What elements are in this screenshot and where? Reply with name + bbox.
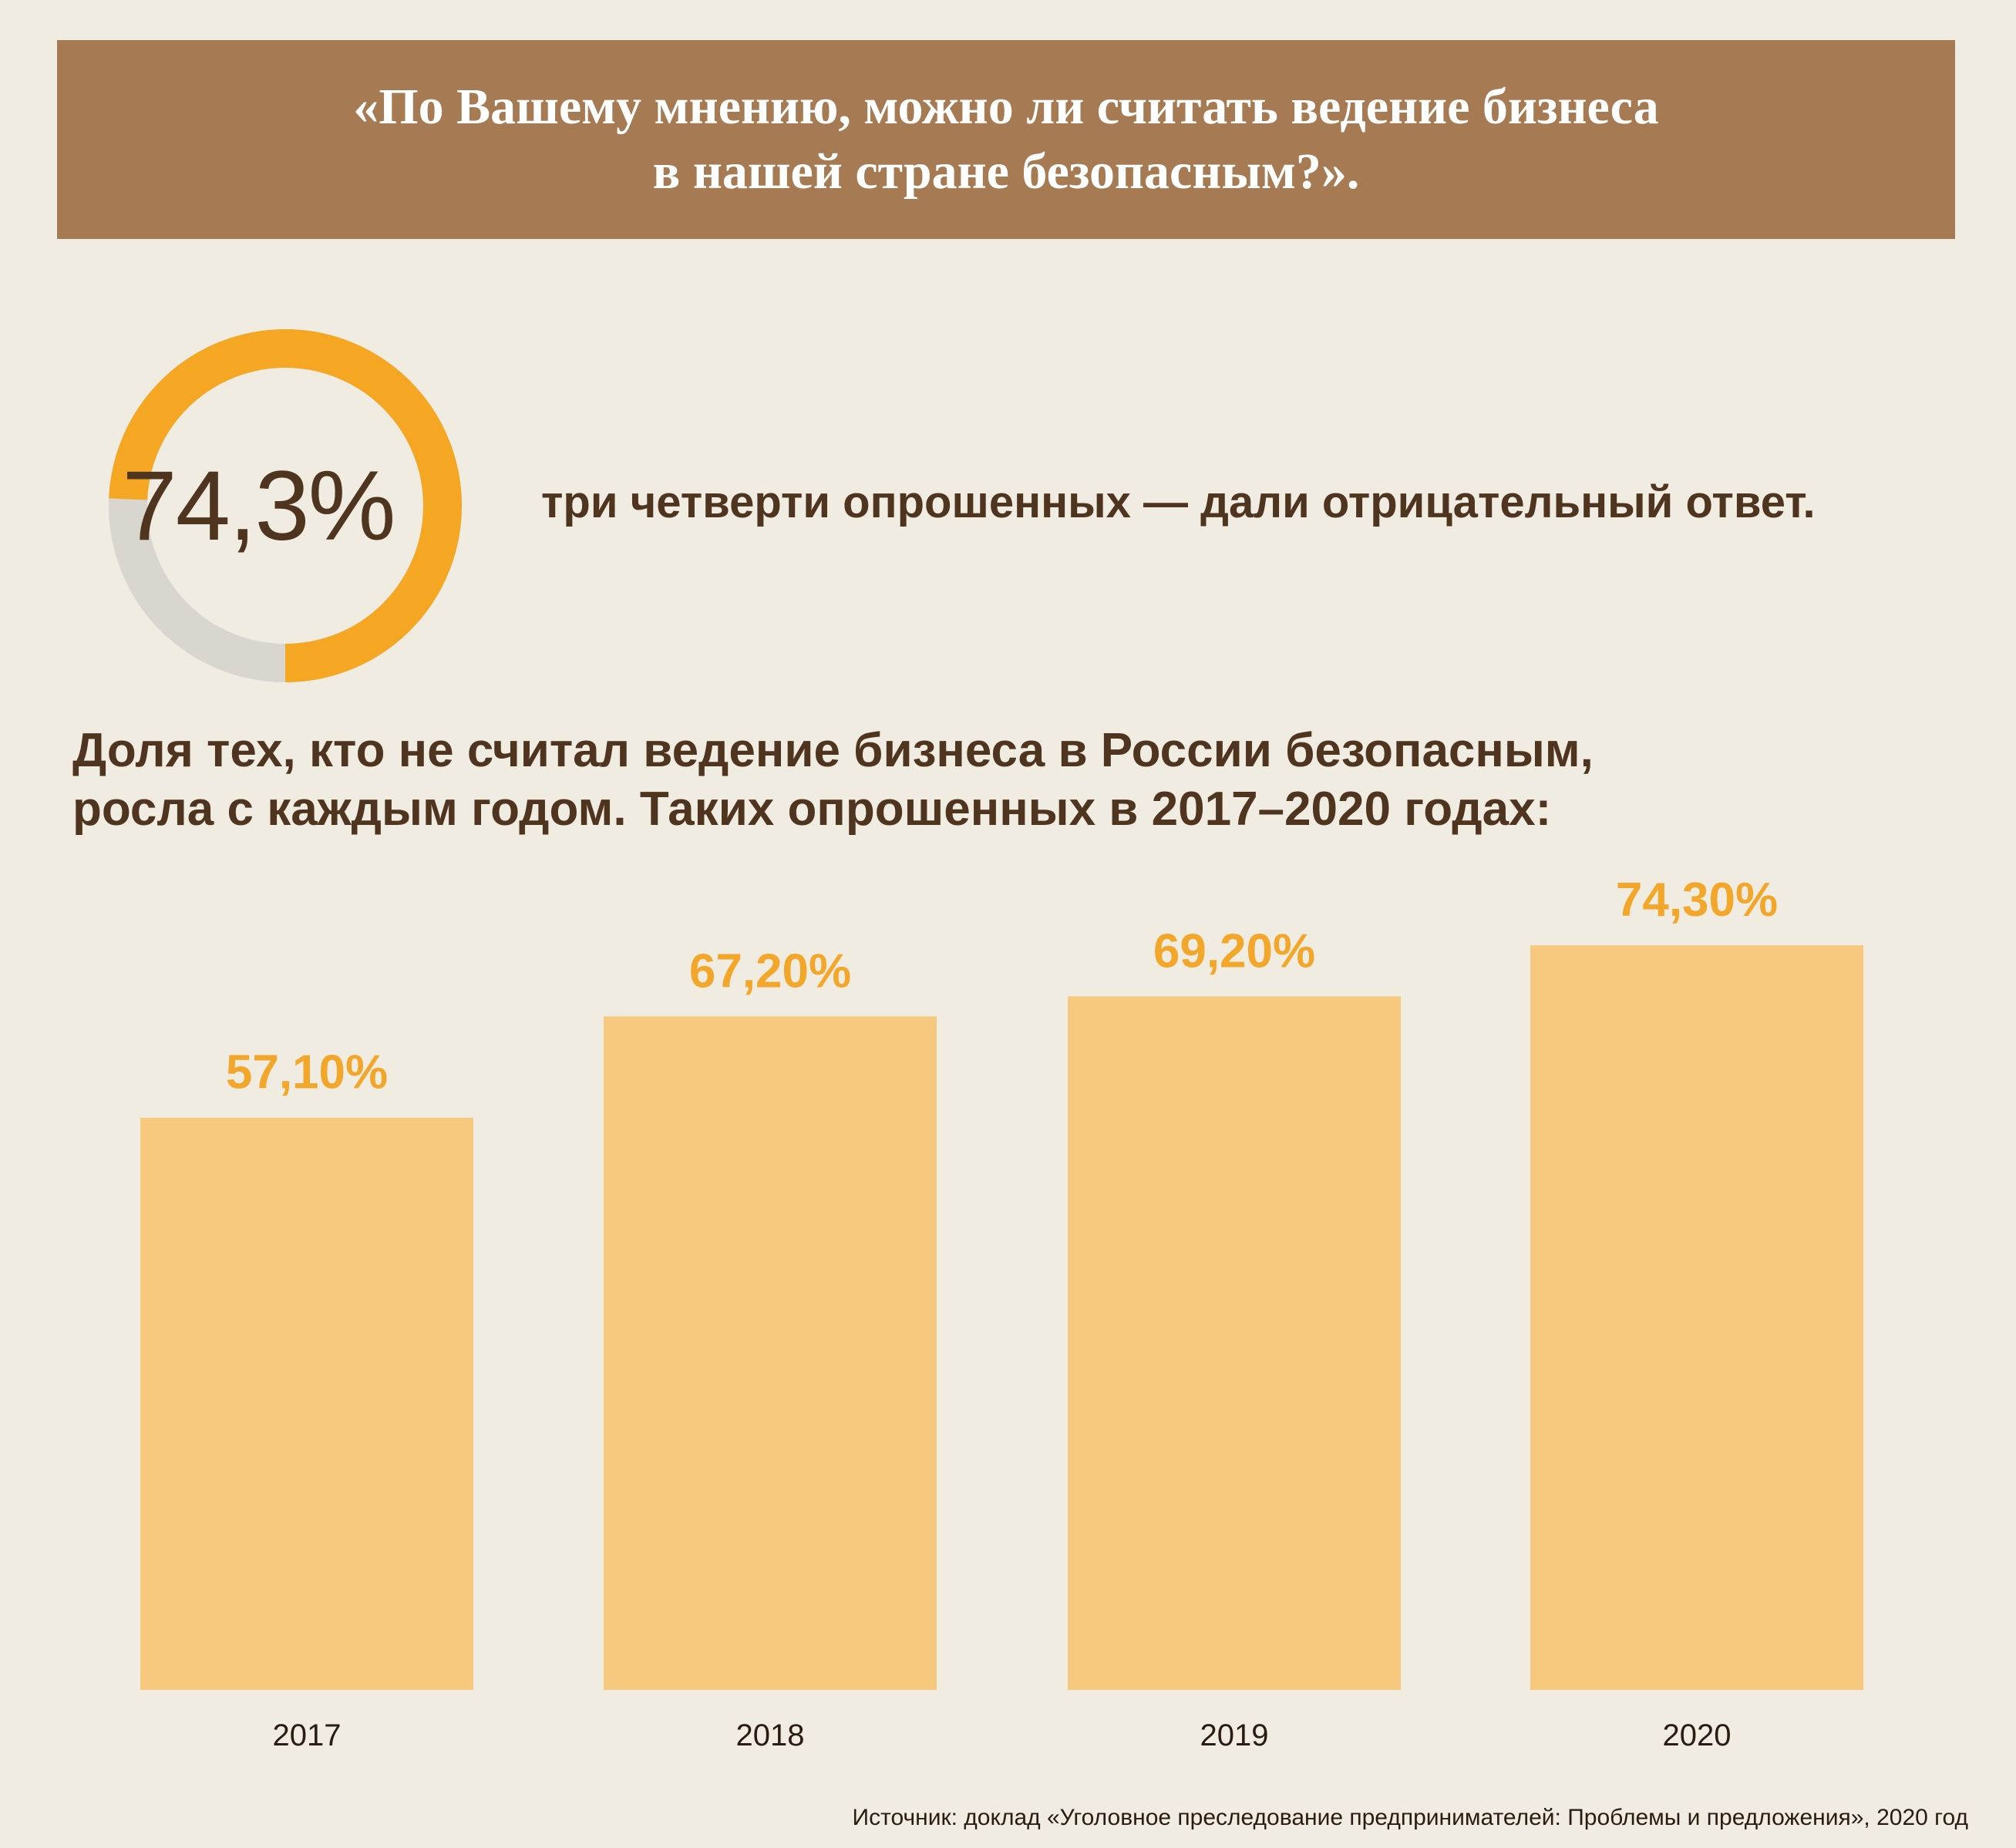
header-title-line-1: «По Вашему мнению, можно ли считать веде… [353,79,1659,135]
donut-chart [109,329,462,682]
donut-caption: три четверти опрошенных — дали отрицател… [541,477,1816,527]
header-title-line-2: в нашей стране безопасным?». [652,143,1360,200]
x-tick-label-2020: 2020 [1663,1718,1732,1752]
header-banner: «По Вашему мнению, можно ли считать веде… [57,40,1955,239]
bar-2018 [604,1016,937,1690]
bar-value-label-2019: 69,20% [1153,924,1315,978]
chart-subtitle-line-2: росла с каждым годом. Таких опрошенных в… [72,783,1552,836]
donut-fill [109,329,462,682]
bar-value-label-2018: 67,20% [689,944,851,998]
bar-chart: 57,10% 2017 67,20% 2018 69,20% 2019 74,30% 2020 [140,874,1863,1752]
x-tick-label-2017: 2017 [273,1718,342,1752]
x-tick-label-2018: 2018 [736,1718,805,1752]
bar-2020 [1530,945,1863,1690]
x-tick-label-2019: 2019 [1200,1718,1269,1752]
bar-2019 [1068,996,1401,1690]
bar-2017 [140,1117,473,1690]
donut-value-label: 74,3% [122,450,396,561]
bar-value-label-2020: 74,30% [1616,874,1778,927]
source-note: Источник: доклад «Уголовное преследовани… [852,1805,1968,1830]
bar-value-label-2017: 57,10% [226,1046,388,1099]
chart-subtitle: Доля тех, кто не считал ведение бизнеса … [72,722,1846,839]
chart-subtitle-line-1: Доля тех, кто не считал ведение бизнеса … [72,724,1594,777]
